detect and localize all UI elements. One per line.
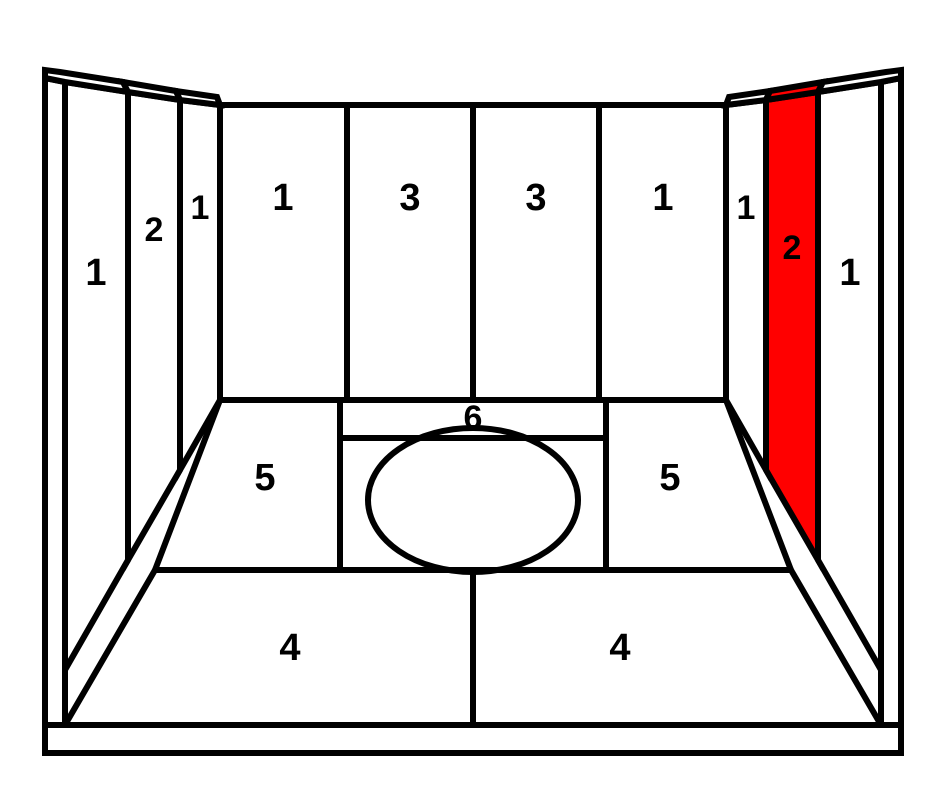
left-wall-outer-panel [65,82,128,670]
back-wall-panel-3 [473,105,599,400]
label-left-inner: 1 [191,189,210,227]
floor-front-left-panel [65,570,473,725]
left-wall-mid-panel [128,92,180,560]
label-left-outer: 1 [85,252,106,294]
back-wall-panel-2 [347,105,473,400]
label-floor-mid-right: 5 [659,457,680,499]
label-floor-front-left: 4 [279,627,300,669]
room-3d-diagram: 1 2 1 1 3 3 1 1 2 1 4 4 5 5 6 [0,0,946,809]
base-frame-group [45,725,901,753]
label-left-mid: 2 [145,211,164,249]
right-wall-mid-panel-highlight [766,92,818,560]
base-frame [45,725,901,753]
label-right-inner: 1 [737,189,756,227]
right-wall-edge-slab [881,78,901,725]
left-wall-top-bevel-3 [176,91,220,105]
label-back-4: 1 [652,177,673,219]
back-wall-panel-4 [599,105,726,400]
label-right-outer: 1 [839,252,860,294]
back-wall-panel-1 [220,105,347,400]
label-floor-back-center: 6 [464,399,483,437]
label-back-2: 3 [399,177,420,219]
back-wall-group [220,105,726,400]
label-floor-mid-left: 5 [254,457,275,499]
right-wall-outer-panel [818,82,881,670]
left-wall-inner-panel [180,100,220,470]
right-wall-inner-panel [726,100,766,470]
left-wall-edge-slab [45,78,65,725]
label-back-1: 1 [272,177,293,219]
floor-front-right-panel [473,570,881,725]
label-right-mid: 2 [783,229,802,267]
label-back-3: 3 [525,177,546,219]
label-floor-front-right: 4 [609,627,630,669]
